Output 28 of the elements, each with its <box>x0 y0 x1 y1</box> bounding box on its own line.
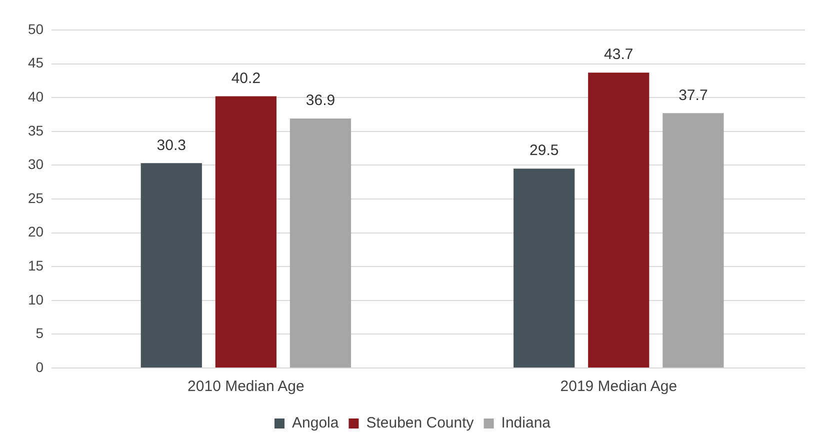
x-tick-label: 2019 Median Age <box>560 378 678 396</box>
bar <box>662 113 724 368</box>
y-tick-label: 20 <box>28 224 44 240</box>
y-tick-label: 5 <box>36 325 44 342</box>
x-tick-label: 2010 Median Age <box>188 378 304 396</box>
data-label: 29.5 <box>530 142 559 160</box>
data-label: 40.2 <box>231 70 261 87</box>
bar <box>514 168 575 368</box>
y-tick-label: 35 <box>28 122 44 138</box>
legend-label: Steuben County <box>366 414 474 432</box>
y-tick-label: 25 <box>28 190 44 206</box>
data-label: 36.9 <box>306 92 336 110</box>
bar <box>290 118 352 368</box>
legend-label: Angola <box>292 414 340 432</box>
y-tick-label: 30 <box>28 156 44 172</box>
y-tick-label: 0 <box>36 358 44 375</box>
y-tick-label: 40 <box>28 88 44 104</box>
legend-label: Indiana <box>501 414 552 432</box>
data-label: 30.3 <box>156 136 186 154</box>
y-tick-label: 45 <box>28 54 44 71</box>
bar <box>215 96 276 368</box>
y-tick-label: 50 <box>28 20 44 37</box>
y-tick-label: 15 <box>28 257 44 274</box>
data-label: 43.7 <box>604 46 634 64</box>
y-tick-label: 10 <box>28 291 44 308</box>
bar <box>588 72 650 368</box>
data-label: 37.7 <box>678 86 708 104</box>
bar <box>140 163 202 368</box>
